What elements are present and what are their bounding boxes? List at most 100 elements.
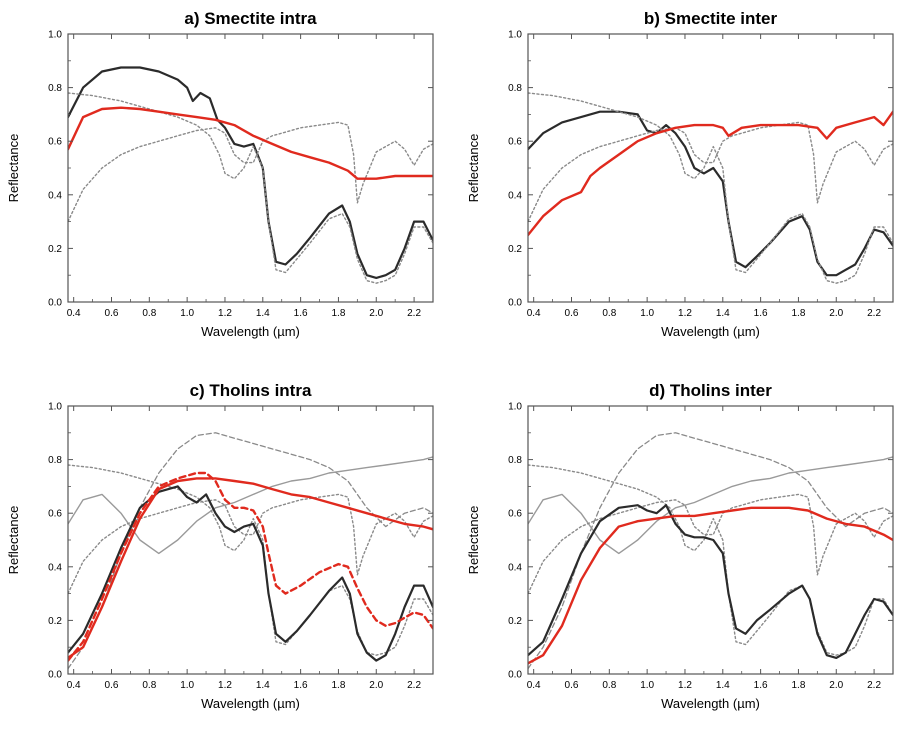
panel-3-series-line-4 <box>528 504 893 659</box>
panel-1-series-line-2 <box>528 121 893 223</box>
panel-0-xtick-label: 1.0 <box>180 308 194 319</box>
panel-1-xtick-label: 1.8 <box>791 308 805 319</box>
panel-1-xtick-label: 0.4 <box>527 308 541 319</box>
panel-1-ytick-label: 0.0 <box>508 298 522 309</box>
panel-3-xtick-label: 0.6 <box>565 680 579 691</box>
panel-1-xtick-label: 1.4 <box>716 308 730 319</box>
panel-2-ytick-label: 0.6 <box>48 509 62 520</box>
panel-3-ytick-label: 0.8 <box>508 455 522 466</box>
panel-0-xtick-label: 1.8 <box>331 308 345 319</box>
panel-1-xtick-label: 1.6 <box>754 308 768 319</box>
panel-3-xtick-label: 1.0 <box>640 680 654 691</box>
panel-2-series-line-3 <box>68 493 433 595</box>
panel-0-ytick-label: 0.4 <box>48 190 62 201</box>
panel-1-xtick-label: 2.2 <box>867 308 881 319</box>
panel-2-ytick-label: 1.0 <box>48 402 62 413</box>
panel-1-xtick-label: 0.8 <box>602 308 616 319</box>
panel-2-xtick-label: 2.2 <box>407 680 421 691</box>
panel-3-series-line-2 <box>528 464 893 656</box>
panel-1-ytick-label: 0.6 <box>508 137 522 148</box>
panel-2-ytick-label: 0.4 <box>48 562 62 573</box>
panel-1-ytick-label: 1.0 <box>508 30 522 41</box>
panel-2-xtick-label: 1.2 <box>218 680 232 691</box>
panel-2-xtick-label: 2.0 <box>369 680 383 691</box>
panel-1-ytick-label: 0.4 <box>508 190 522 201</box>
panel-1-plot-frame <box>527 33 894 303</box>
panel-3-x-axis-label: Wavelength (µm) <box>661 696 760 711</box>
panel-1-xtick-label: 1.2 <box>678 308 692 319</box>
panel-2-ytick-label: 0.8 <box>48 455 62 466</box>
panel-1-x-axis-label: Wavelength (µm) <box>661 324 760 339</box>
panel-3-ytick-label: 0.4 <box>508 562 522 573</box>
panel-3-ytick-label: 0.2 <box>508 616 522 627</box>
panel-3-xtick-label: 2.2 <box>867 680 881 691</box>
panel-3-xtick-label: 1.2 <box>678 680 692 691</box>
panel-1-xtick-label: 0.6 <box>565 308 579 319</box>
panel-0-series-group <box>68 66 433 284</box>
panel-3-series-line-1 <box>528 456 893 555</box>
panel-3-xtick-label: 2.0 <box>829 680 843 691</box>
panel-3-series-group <box>528 432 893 670</box>
panel-0-ytick-label: 0.2 <box>48 244 62 255</box>
panel-1-y-axis-label: Reflectance <box>466 134 481 203</box>
chart-panel-a: a) Smectite intra 0.0 0.2 0.4 0.6 0.8 1.0 0.4 0.… <box>6 9 434 339</box>
chart-panel-c: c) Tholins intra 0.0 0.2 0.4 0.6 0.8 1.0 0.4 0.6… <box>6 381 434 711</box>
panel-2-series-line-4 <box>68 485 433 662</box>
panel-3-title: d) Tholins inter <box>649 381 772 400</box>
panel-1-xtick-label: 1.0 <box>640 308 654 319</box>
panel-2-series-group <box>68 432 433 670</box>
panel-2-xtick-label: 1.6 <box>294 680 308 691</box>
panel-1-xtick-label: 2.0 <box>829 308 843 319</box>
panel-3-xtick-label: 0.8 <box>602 680 616 691</box>
panel-2-series-line-1 <box>68 456 433 555</box>
panel-1-series-line-0 <box>528 110 893 277</box>
panel-0-x-axis-label: Wavelength (µm) <box>201 324 300 339</box>
panel-1-series-line-1 <box>528 92 893 284</box>
panel-0-title: a) Smectite intra <box>184 9 317 28</box>
panel-0-y-axis-label: Reflectance <box>6 134 21 203</box>
panel-0-series-line-1 <box>68 92 433 284</box>
panel-3-series-line-5 <box>528 506 893 665</box>
panel-2-x-axis-label: Wavelength (µm) <box>201 696 300 711</box>
panel-0-xtick-label: 2.2 <box>407 308 421 319</box>
panel-2-ytick-label: 0.0 <box>48 670 62 681</box>
panel-2-xtick-label: 1.8 <box>331 680 345 691</box>
panel-0-xtick-label: 1.6 <box>294 308 308 319</box>
panel-3-series-line-0 <box>528 432 893 670</box>
panel-0-ytick-label: 0.8 <box>48 83 62 94</box>
panel-2-xtick-label: 0.4 <box>67 680 81 691</box>
panel-0-xtick-label: 1.2 <box>218 308 232 319</box>
panel-0-series-line-2 <box>68 121 433 223</box>
panel-3-ytick-label: 0.6 <box>508 509 522 520</box>
panel-2-series-line-5 <box>68 471 433 662</box>
panel-0-xtick-label: 0.6 <box>105 308 119 319</box>
panel-3-xtick-label: 1.6 <box>754 680 768 691</box>
panel-0-series-line-0 <box>68 66 433 279</box>
panel-2-title: c) Tholins intra <box>190 381 312 400</box>
panel-1-series-group <box>528 92 893 284</box>
panel-0-xtick-label: 2.0 <box>369 308 383 319</box>
panel-3-y-axis-label: Reflectance <box>466 506 481 575</box>
panel-0-ytick-label: 0.6 <box>48 137 62 148</box>
panel-3-xtick-label: 1.8 <box>791 680 805 691</box>
panel-3-ytick-label: 0.0 <box>508 670 522 681</box>
panel-2-xtick-label: 0.6 <box>105 680 119 691</box>
chart-panel-d: d) Tholins inter 0.0 0.2 0.4 0.6 0.8 1.0 0.4 0.6… <box>466 381 894 711</box>
panel-0-plot-frame <box>67 33 434 303</box>
panel-2-ytick-label: 0.2 <box>48 616 62 627</box>
panel-0-ytick-label: 1.0 <box>48 30 62 41</box>
panel-1-title: b) Smectite inter <box>644 9 778 28</box>
panel-2-xtick-label: 1.4 <box>256 680 270 691</box>
panel-2-series-line-2 <box>68 464 433 656</box>
panel-3-xtick-label: 0.4 <box>527 680 541 691</box>
panel-1-ytick-label: 0.2 <box>508 244 522 255</box>
panel-2-y-axis-label: Reflectance <box>6 506 21 575</box>
panel-0-ytick-label: 0.0 <box>48 298 62 309</box>
panel-3-series-line-3 <box>528 493 893 595</box>
chart-panel-b: b) Smectite inter 0.0 0.2 0.4 0.6 0.8 1.0 0.4 0.… <box>466 9 894 339</box>
panel-3-ytick-label: 1.0 <box>508 402 522 413</box>
panel-2-xtick-label: 0.8 <box>142 680 156 691</box>
panel-1-ytick-label: 0.8 <box>508 83 522 94</box>
panel-0-xtick-label: 0.8 <box>142 308 156 319</box>
panel-2-series-line-6 <box>68 477 433 660</box>
